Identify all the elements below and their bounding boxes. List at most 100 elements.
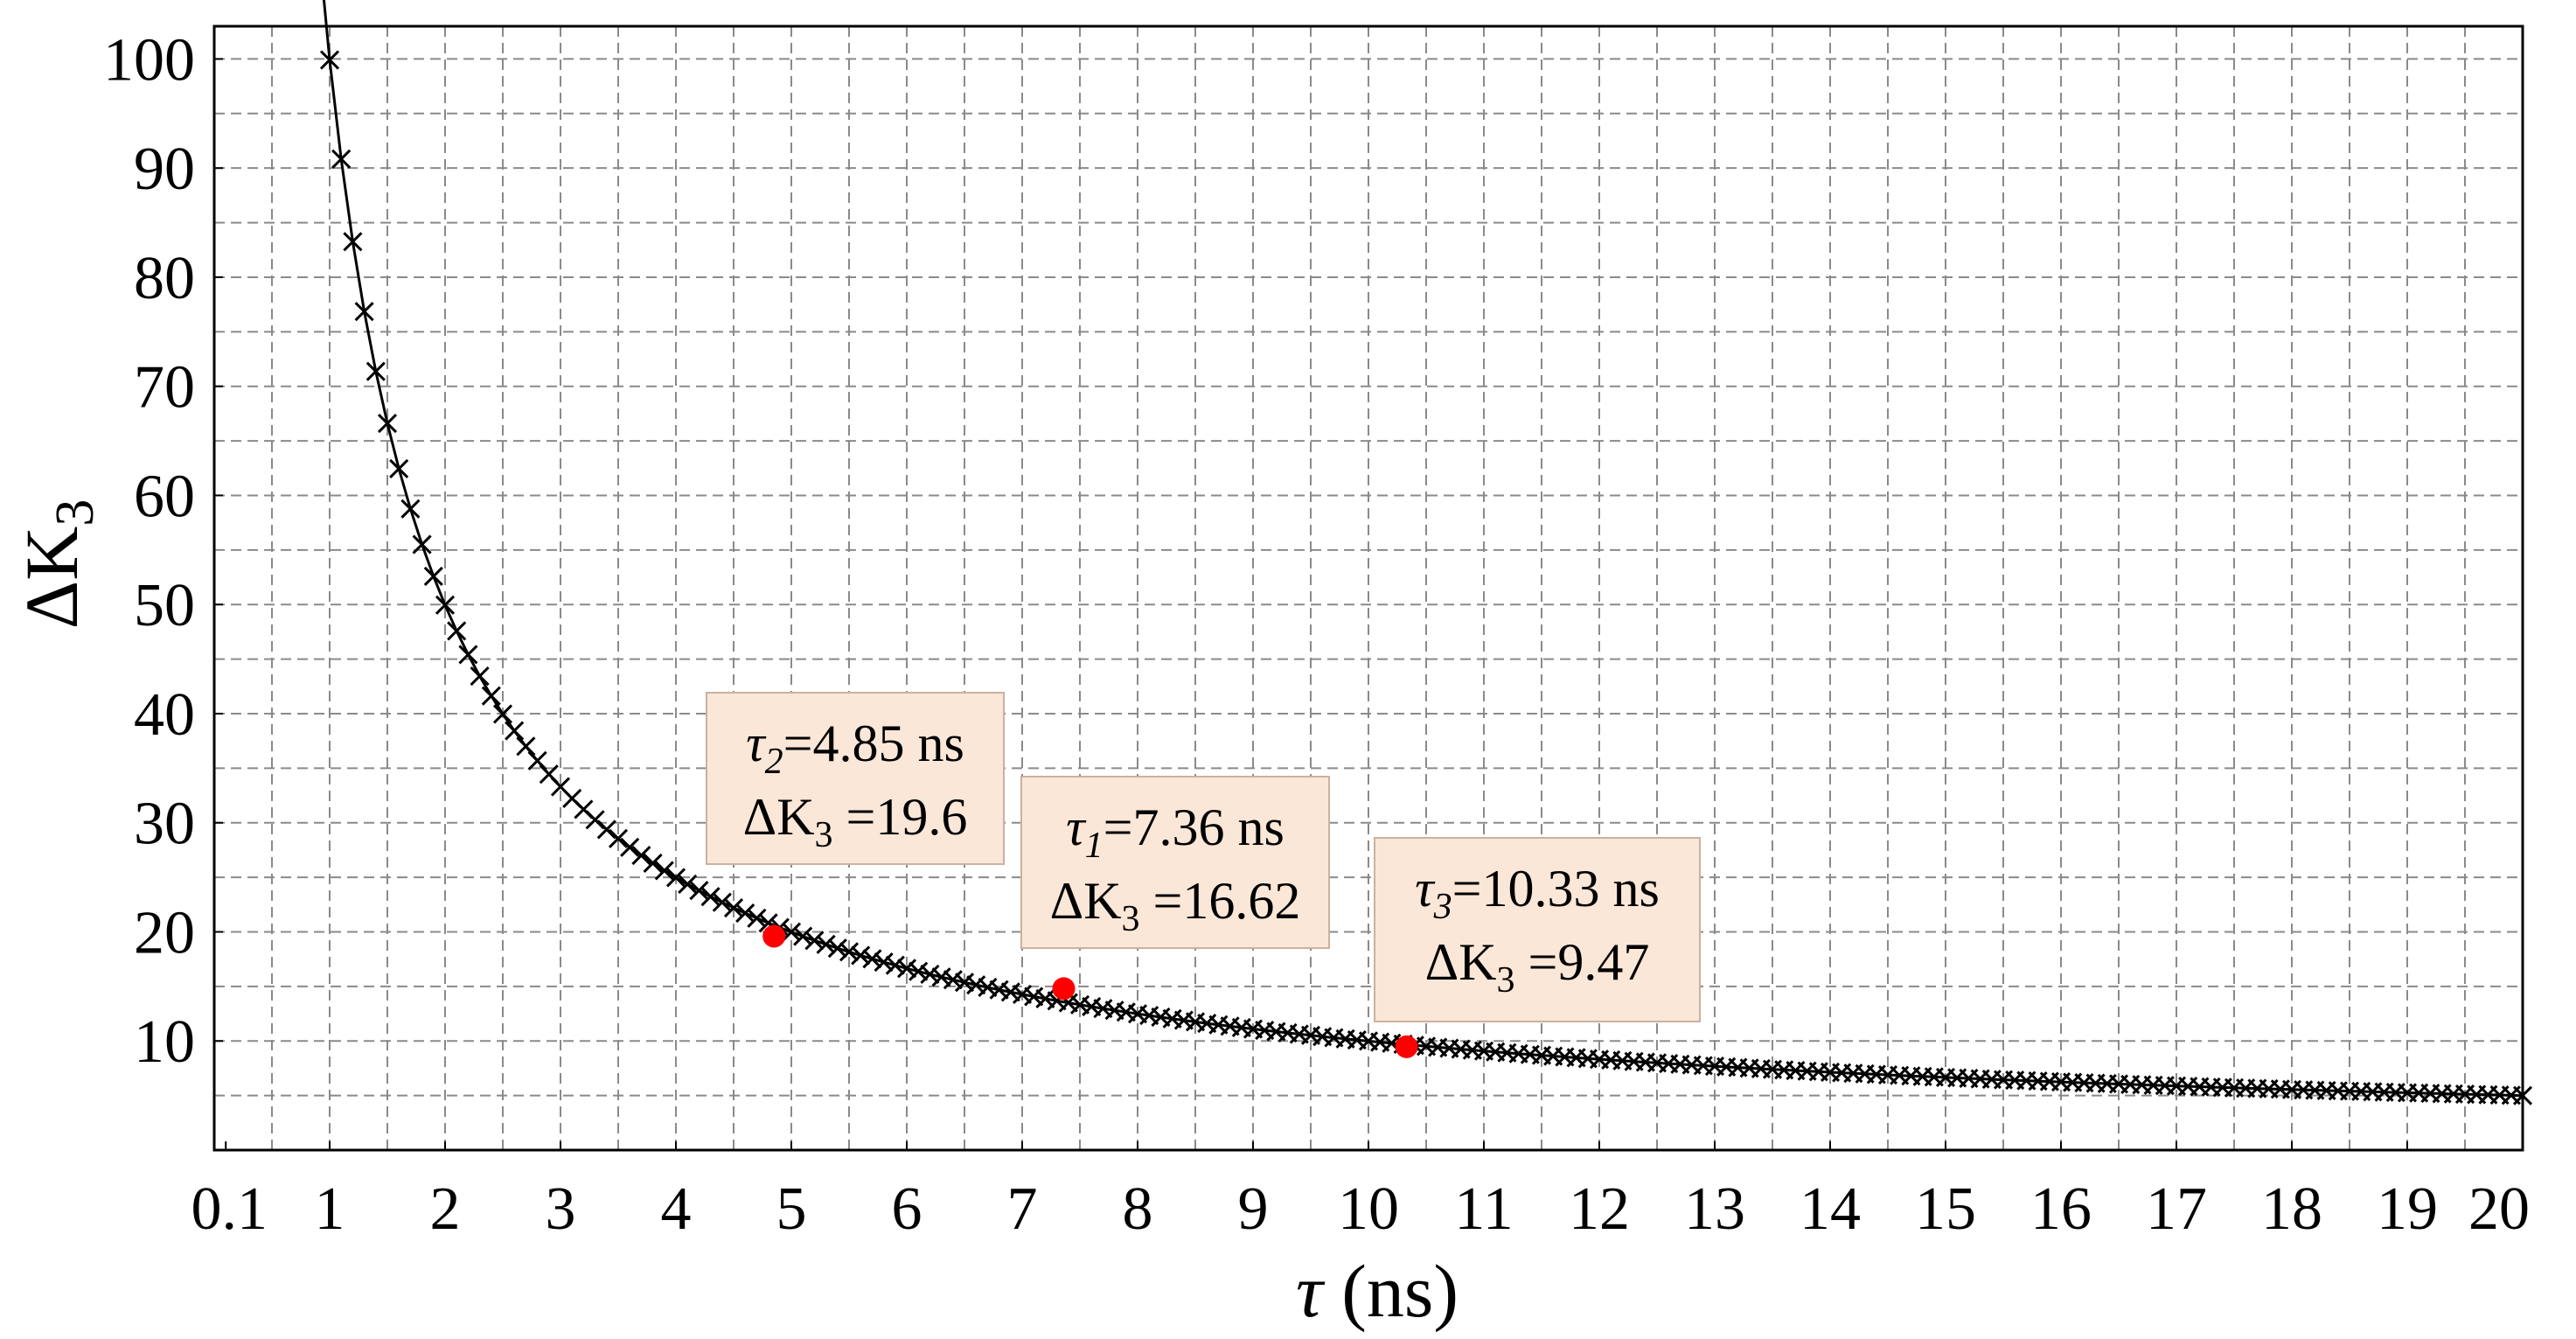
y-tick-label: 70 bbox=[134, 354, 195, 422]
x-tick-label: 12 bbox=[1569, 1175, 1630, 1243]
data-point-marker bbox=[839, 942, 860, 962]
annotation-dk-value: =9.47 bbox=[1515, 933, 1650, 991]
marker-stroke bbox=[1000, 982, 1020, 1002]
marker-stroke bbox=[896, 959, 917, 979]
data-point-marker bbox=[505, 721, 525, 741]
data-point-marker bbox=[423, 566, 443, 587]
marker-stroke bbox=[539, 764, 559, 785]
annotation-tau-subscript: 1 bbox=[1085, 826, 1104, 866]
marker-stroke bbox=[516, 736, 536, 757]
marker-stroke bbox=[793, 926, 813, 946]
y-tick-labels: 10 20 30 40 50 60 70 80 90 100 bbox=[103, 26, 223, 1076]
data-point-marker bbox=[874, 952, 894, 973]
data-point-marker bbox=[389, 458, 409, 479]
annotation-background bbox=[706, 692, 1005, 865]
marker-stroke bbox=[827, 938, 847, 959]
x-axis-unit: (ns) bbox=[1341, 1249, 1459, 1333]
data-point-marker bbox=[816, 934, 836, 954]
data-point-marker bbox=[343, 232, 363, 252]
y-axis-subscript: 3 bbox=[45, 499, 105, 527]
y-tick-label: 80 bbox=[134, 245, 195, 312]
marker-stroke bbox=[1104, 1001, 1124, 1021]
marker-stroke bbox=[989, 980, 1009, 1000]
data-point-marker bbox=[931, 967, 951, 987]
y-tick-label: 40 bbox=[134, 681, 195, 749]
x-tick-label: 14 bbox=[1800, 1175, 1861, 1243]
annotation-background bbox=[1374, 837, 1701, 1022]
data-point-marker bbox=[435, 595, 456, 615]
data-point-marker bbox=[723, 897, 744, 918]
marker-stroke bbox=[1058, 993, 1078, 1013]
marker-stroke bbox=[412, 534, 432, 554]
data-point-marker bbox=[412, 534, 432, 554]
y-tick-label: 60 bbox=[134, 463, 195, 530]
marker-stroke bbox=[920, 964, 940, 985]
marker-stroke bbox=[400, 499, 421, 519]
annotation-tau-subscript: 3 bbox=[1433, 887, 1452, 927]
marker-stroke bbox=[678, 874, 698, 895]
data-point-marker bbox=[862, 949, 882, 969]
marker-stroke bbox=[574, 799, 594, 819]
annotation-dk-symbol: ΔK bbox=[1050, 872, 1122, 930]
data-point-marker bbox=[366, 361, 386, 381]
data-point-marker bbox=[712, 892, 732, 912]
marker-stroke bbox=[377, 413, 398, 434]
marker-stroke bbox=[816, 934, 836, 954]
y-tick-label: 100 bbox=[103, 26, 195, 94]
marker-stroke bbox=[712, 892, 732, 912]
marker-stroke bbox=[423, 566, 443, 587]
highlight-point bbox=[1395, 1035, 1418, 1058]
marker-stroke bbox=[851, 945, 871, 966]
annotation-dk-subscript: 3 bbox=[815, 815, 833, 855]
x-tick-label: 6 bbox=[892, 1175, 922, 1243]
marker-stroke bbox=[862, 949, 882, 969]
data-point-marker bbox=[620, 837, 640, 857]
marker-stroke bbox=[319, 50, 340, 70]
data-point-marker bbox=[354, 302, 374, 322]
marker-stroke bbox=[723, 897, 744, 918]
data-point-marker bbox=[643, 853, 663, 874]
data-point-marker bbox=[781, 922, 802, 942]
annotation-dk-line: ΔK3 =16.62 bbox=[1050, 872, 1301, 939]
marker-stroke bbox=[931, 967, 951, 987]
marker-stroke bbox=[1012, 984, 1033, 1004]
data-point-marker bbox=[966, 975, 986, 995]
data-point-marker bbox=[920, 964, 940, 985]
data-point-marker bbox=[700, 887, 721, 907]
x-tick-label: 1 bbox=[315, 1175, 345, 1243]
data-point-marker bbox=[943, 970, 963, 990]
marker-stroke bbox=[885, 955, 905, 975]
data-point-marker bbox=[804, 931, 825, 951]
marker-stroke bbox=[331, 149, 352, 169]
data-point-marker bbox=[596, 819, 616, 840]
marker-stroke bbox=[366, 361, 386, 381]
y-axis-title: ΔK3 bbox=[10, 499, 105, 629]
x-tick-label: 19 bbox=[2377, 1175, 2438, 1243]
marker-stroke bbox=[643, 853, 663, 874]
x-tick-label: 0.1 bbox=[191, 1175, 268, 1243]
x-tick-label: 8 bbox=[1123, 1175, 1153, 1243]
marker-stroke bbox=[874, 952, 894, 973]
marker-stroke bbox=[343, 232, 363, 252]
marker-stroke bbox=[909, 961, 929, 981]
marker-stroke bbox=[781, 922, 802, 942]
marker-stroke bbox=[943, 970, 963, 990]
marker-stroke bbox=[505, 721, 525, 741]
data-point-marker bbox=[400, 499, 421, 519]
marker-stroke bbox=[631, 846, 651, 866]
data-point-marker bbox=[978, 977, 998, 998]
marker-stroke bbox=[492, 704, 513, 724]
marker-stroke bbox=[700, 887, 721, 907]
x-tick-label: 20 bbox=[2468, 1175, 2530, 1243]
marker-stroke bbox=[1082, 996, 1102, 1017]
annotation-tau-subscript: 2 bbox=[765, 742, 783, 782]
marker-stroke bbox=[747, 908, 767, 928]
data-point-marker bbox=[492, 704, 513, 724]
marker-stroke bbox=[596, 819, 616, 840]
annotation-tau-value: =7.36 ns bbox=[1104, 799, 1285, 856]
